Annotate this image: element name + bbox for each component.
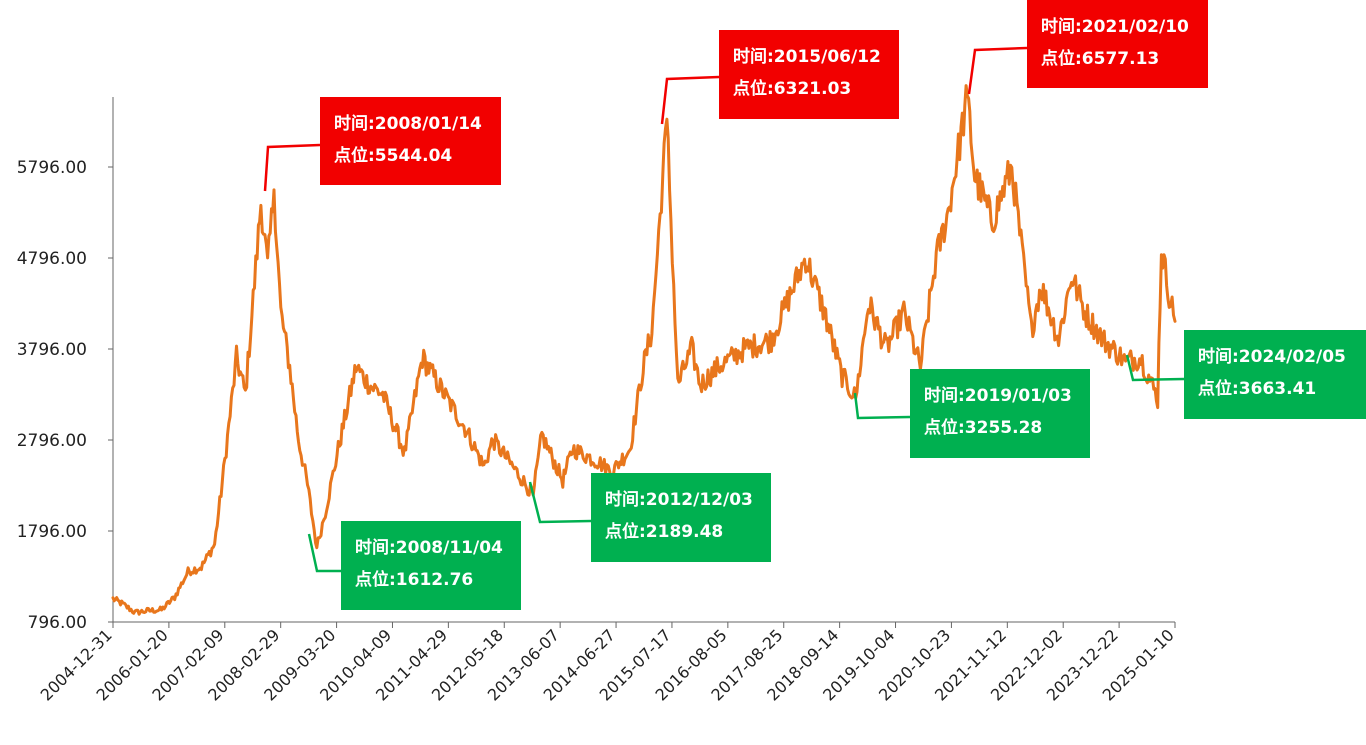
callout-leader-line bbox=[263, 143, 321, 192]
y-tick-label: 3796.00 bbox=[17, 340, 87, 360]
callout-leader-line bbox=[660, 75, 720, 125]
callout-value-label: 点位:1612.76 bbox=[355, 569, 473, 590]
callout-value-label: 点位:3663.41 bbox=[1198, 378, 1316, 399]
callout-time-label: 时间:2008/01/14 bbox=[334, 113, 482, 134]
callout-time-label: 时间:2021/02/10 bbox=[1041, 16, 1189, 37]
callout-time-label: 时间:2015/06/12 bbox=[733, 46, 881, 67]
callout-box bbox=[1184, 330, 1366, 419]
callout-trough: 时间:2019/01/03 点位:3255.28 bbox=[853, 369, 1090, 458]
callout-value-label: 点位:3255.28 bbox=[924, 417, 1042, 438]
callout-value-label: 点位:2189.48 bbox=[605, 521, 723, 542]
callout-box bbox=[719, 30, 899, 119]
callout-box bbox=[320, 97, 501, 185]
y-tick-label: 1796.00 bbox=[17, 522, 87, 542]
index-series-line bbox=[111, 84, 1177, 616]
callout-box bbox=[910, 369, 1090, 458]
y-tick-label: 5796.00 bbox=[17, 158, 87, 178]
callout-trough: 时间:2024/02/05 点位:3663.41 bbox=[1125, 330, 1366, 419]
callout-peak: 时间:2015/06/12 点位:6321.03 bbox=[660, 30, 899, 125]
callout-time-label: 时间:2008/11/04 bbox=[355, 537, 503, 558]
callout-leader-line bbox=[853, 392, 911, 420]
callout-peak: 时间:2008/01/14 点位:5544.04 bbox=[263, 97, 501, 192]
callout-time-label: 时间:2024/02/05 bbox=[1198, 346, 1346, 367]
callout-leader-line bbox=[528, 481, 592, 524]
callout-leader-line bbox=[1125, 354, 1185, 382]
callout-peak: 时间:2021/02/10 点位:6577.13 bbox=[967, 0, 1208, 95]
callout-trough: 时间:2008/11/04 点位:1612.76 bbox=[307, 521, 521, 610]
callout-box bbox=[341, 521, 521, 610]
callout-time-label: 时间:2012/12/03 bbox=[605, 489, 753, 510]
y-tick-label: 2796.00 bbox=[17, 431, 87, 451]
callout-leader-line bbox=[967, 46, 1028, 95]
y-tick-label: 4796.00 bbox=[17, 249, 87, 269]
callouts: 时间:2008/01/14 点位:5544.04 时间:2008/11/04 点位:1… bbox=[263, 0, 1366, 610]
callout-box bbox=[1027, 0, 1208, 88]
callout-leader-line bbox=[307, 533, 341, 573]
callout-time-label: 时间:2019/01/03 bbox=[924, 385, 1072, 406]
series-layer bbox=[111, 84, 1177, 616]
callout-box bbox=[591, 473, 771, 562]
y-tick-label: 796.00 bbox=[28, 613, 87, 633]
callout-value-label: 点位:5544.04 bbox=[334, 145, 452, 166]
callout-value-label: 点位:6577.13 bbox=[1041, 48, 1159, 69]
callout-value-label: 点位:6321.03 bbox=[733, 78, 851, 99]
callout-trough: 时间:2012/12/03 点位:2189.48 bbox=[528, 473, 771, 562]
